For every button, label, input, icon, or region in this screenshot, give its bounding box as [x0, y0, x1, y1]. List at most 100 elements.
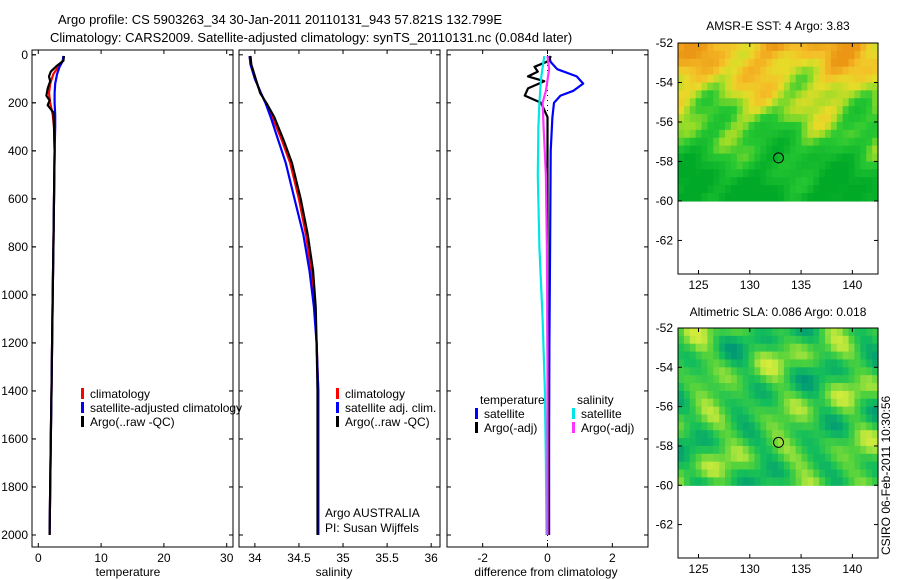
map-cell [795, 137, 803, 147]
map-cell [748, 367, 756, 376]
map-cell [730, 161, 738, 170]
map-cell [866, 430, 873, 439]
map-cell [713, 177, 720, 186]
map-cell [836, 351, 844, 361]
map-x-tick-label: 130 [740, 562, 760, 576]
map-cell [860, 335, 867, 345]
map-cell [707, 161, 714, 170]
map-cell [783, 445, 791, 455]
legend-swatch [336, 416, 339, 427]
map-cell [854, 153, 861, 163]
credit-text: CSIRO 06-Feb-2011 10:30:56 [879, 395, 893, 555]
map-cell [836, 114, 844, 123]
map-cell [866, 90, 873, 99]
map-cell [795, 328, 803, 337]
map-cell [860, 438, 867, 447]
map-cell [760, 375, 767, 384]
map-cell [860, 129, 867, 139]
map-cell [860, 469, 867, 478]
map-cell [695, 359, 703, 368]
map-cell [866, 390, 873, 400]
map-cell [783, 129, 791, 139]
map-cell [872, 335, 879, 345]
map-cell [772, 335, 779, 345]
map-cell [795, 390, 803, 400]
map-cell [830, 50, 838, 60]
map-cell [713, 351, 720, 361]
map-cell [772, 193, 779, 202]
map-cell [713, 469, 720, 478]
y-tick-label: 0 [21, 48, 28, 62]
map-cell [872, 461, 879, 471]
map-cell [795, 383, 803, 392]
legend-swatch [81, 388, 84, 399]
map-cell [830, 328, 838, 337]
map-cell [807, 406, 814, 416]
map-cell [795, 335, 803, 345]
map-cell [689, 445, 697, 455]
legend-label: climatology [345, 387, 405, 401]
map-cell [713, 66, 720, 76]
map-cell [866, 438, 873, 447]
map-cell [766, 74, 773, 84]
map-cell [789, 383, 797, 392]
map-cell [725, 145, 732, 155]
map-cell [748, 445, 756, 455]
map-cell [783, 422, 791, 431]
map-cell [801, 74, 809, 84]
difference-plot: -2 0 2temperaturesatelliteArgo(-adj)salini… [447, 50, 648, 565]
map-cell [689, 328, 697, 337]
map-cell [819, 414, 826, 423]
map-cell [795, 343, 803, 353]
map-cell [789, 343, 797, 353]
map-cell [801, 445, 809, 455]
map-cell [825, 137, 832, 147]
map-cell [778, 359, 785, 368]
map-cell [742, 375, 750, 384]
map-cell [736, 90, 744, 99]
map-cell [836, 406, 844, 416]
map-cell [678, 82, 685, 91]
map-cell [772, 74, 779, 84]
map-cell [701, 453, 709, 463]
map-cell [713, 145, 720, 155]
map-cell [766, 177, 773, 186]
map-cell [748, 137, 756, 147]
map-cell [872, 453, 879, 463]
series-line-temperature-satellite [547, 55, 585, 535]
map-cell [836, 177, 844, 186]
map-cell [766, 114, 773, 123]
map-cell [789, 328, 797, 337]
map-cell [795, 430, 803, 439]
map-cell [683, 343, 691, 353]
map-cell [789, 169, 797, 178]
map-cell [866, 185, 873, 194]
map-cell [701, 430, 709, 439]
map-cell [713, 169, 720, 178]
map-cell [866, 398, 873, 408]
map-cell [742, 90, 750, 99]
map-cell [836, 161, 844, 170]
map-cell [860, 74, 867, 84]
map-cell [813, 98, 820, 107]
map-cell [701, 121, 709, 131]
map-cell [789, 390, 797, 400]
map-cell [825, 469, 832, 478]
map-cell [860, 383, 867, 392]
map-cell [725, 106, 732, 115]
map-cell [742, 367, 750, 376]
map-cell [830, 398, 838, 408]
map-cell [842, 193, 850, 202]
legend-heading: salinity [577, 393, 614, 407]
map-cell [772, 351, 779, 361]
map-cell [725, 477, 732, 486]
map-cell [836, 390, 844, 400]
map-cell [736, 145, 744, 155]
map-cell [842, 422, 850, 431]
map-cell [842, 106, 850, 115]
map-cell [748, 422, 756, 431]
map-cell [683, 422, 691, 431]
map-cell [689, 335, 697, 345]
map-cell [783, 98, 791, 107]
map-cell [678, 453, 685, 463]
